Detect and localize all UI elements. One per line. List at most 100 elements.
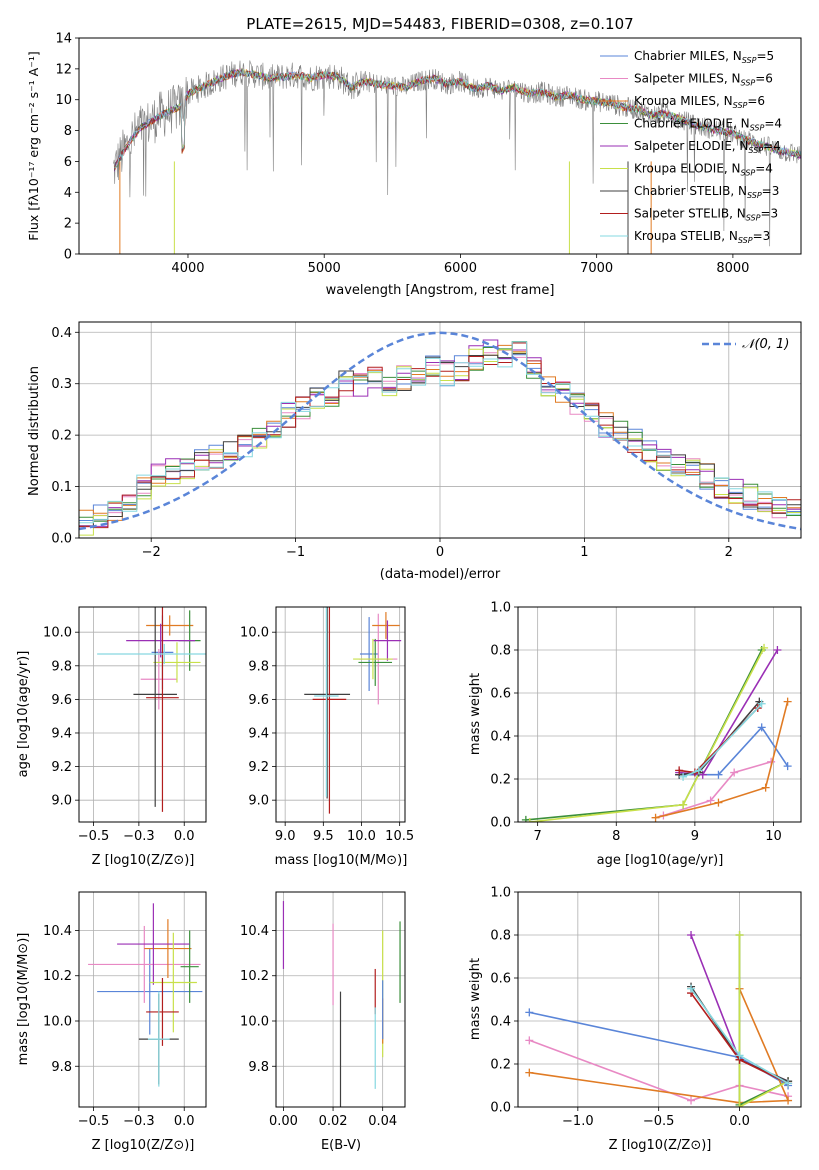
weight-point-marker [784, 1096, 793, 1105]
age-vs-Z-x-tick-label: −0.5 [78, 829, 110, 844]
weight-series-line [738, 935, 789, 1107]
weight-vs-Z-y-tick-label: 1.0 [490, 886, 511, 901]
spectrum-y-tick-label: 2 [64, 217, 72, 232]
legend-entry: Chabrier ELODIE, NSSP=4 [634, 117, 782, 133]
weight-point-marker [675, 766, 684, 775]
weight-point-marker [757, 723, 766, 732]
weight-point-marker [714, 770, 723, 779]
age-vs-Z-frame [78, 606, 207, 823]
spectrum-x-tick-label: 8000 [716, 261, 749, 276]
histogram-step-line [79, 341, 801, 524]
weight-point-marker [783, 697, 792, 706]
spectrum-title: PLATE=2615, MJD=54483, FIBERID=0308, z=0… [246, 15, 633, 33]
age-vs-mass-y-tick-label: 9.2 [248, 760, 269, 775]
mass-vs-Z-x-tick-label: −0.5 [78, 1114, 110, 1129]
weight-vs-age-frame [517, 606, 802, 823]
weight-vs-age-series [521, 643, 792, 822]
residual-y-tick-label: 0.0 [51, 532, 72, 547]
weight-vs-age-y-tick-label: 0.6 [490, 687, 511, 702]
weight-vs-Z-xlabel: Z [log10(Z/Z⊙)] [609, 1138, 712, 1153]
spectrum-ylabel: Flux [fλ10⁻¹⁷ erg cm⁻² s⁻¹ A⁻¹] [26, 51, 41, 240]
residual-legend: 𝒩(0, 1) [702, 337, 789, 352]
weight-point-marker [525, 818, 534, 822]
spectrum-x-tick-label: 5000 [308, 261, 341, 276]
weight-point-marker [525, 1008, 534, 1017]
mass-vs-Z-x-tick-label: −0.3 [123, 1114, 155, 1129]
mass-vs-EBV-plot-area: 0.00 0.02 0.04 9.8 10.0 10.2 10.4 [240, 891, 406, 1129]
weight-vs-age-x-tick-label: 8 [612, 829, 620, 844]
mass-vs-EBV-frame [275, 891, 406, 1108]
legend-entry: Kroupa MILES, NSSP=6 [634, 94, 765, 110]
age-vs-Z-y-tick-label: 9.8 [51, 659, 72, 674]
weight-vs-age-x-tick-label: 7 [534, 829, 542, 844]
weight-point-marker [687, 931, 696, 939]
weight-point-marker [679, 800, 688, 809]
weight-vs-Z-series [525, 931, 793, 1107]
residual-x-tick-label: 2 [725, 545, 733, 560]
weight-vs-Z-frame [517, 891, 802, 1108]
age-vs-Z-y-tick-label: 9.4 [51, 726, 72, 741]
weight-point-marker [757, 699, 766, 708]
spectrum-x-tick-label: 7000 [580, 261, 613, 276]
normal-curve-line [79, 331, 801, 531]
residual-plot-area: −2 −1 0 1 2 0.0 0.1 0.2 0.3 0.4 [51, 321, 802, 560]
weight-point-marker [735, 1103, 744, 1107]
residual-y-tick-label: 0.1 [51, 480, 72, 495]
weight-point-marker [679, 772, 688, 781]
legend-entry: Kroupa STELIB, NSSP=3 [634, 229, 770, 245]
residual-x-tick-label: 0 [436, 545, 444, 560]
age-vs-mass-x-tick-label: 10.5 [385, 829, 414, 844]
weight-point-marker [521, 815, 530, 822]
age-vs-Z-y-tick-label: 10.0 [43, 626, 72, 641]
legend-entry: Salpeter MILES, NSSP=6 [634, 72, 773, 88]
age-vs-mass-y-tick-label: 9.4 [248, 726, 269, 741]
age-vs-mass-points [304, 607, 402, 814]
age-vs-Z-y-tick-label: 9.0 [51, 794, 72, 809]
spectrum-y-tick-label: 12 [55, 62, 72, 77]
weight-point-marker [525, 1036, 534, 1045]
weight-vs-Z-y-tick-label: 0.0 [490, 1101, 511, 1116]
residual-y-tick-label: 0.2 [51, 429, 72, 444]
spectrum-y-tick-label: 6 [64, 155, 72, 170]
mass-vs-Z-frame [78, 891, 207, 1108]
weight-point-marker [735, 931, 744, 939]
residual-histograms [79, 331, 801, 536]
weight-point-marker [773, 646, 782, 654]
weight-series-line [529, 1039, 789, 1102]
age-vs-mass-x-tick-label: 9.5 [313, 829, 334, 844]
weight-vs-Z-panel: Z [log10(Z/Z⊙)] mass weight −1.0 −0.5 0.0 0… [468, 886, 802, 1153]
weight-vs-Z-y-tick-label: 0.6 [490, 972, 511, 987]
age-vs-mass-x-tick-label: 10.0 [347, 829, 376, 844]
weight-vs-age-y-tick-label: 1.0 [490, 601, 511, 616]
weight-point-marker [761, 783, 770, 792]
weight-vs-age-ylabel: mass weight [468, 673, 483, 755]
spectrum-frame [78, 37, 802, 255]
residual-y-tick-label: 0.3 [51, 377, 72, 392]
spectrum-panel: PLATE=2615, MJD=54483, FIBERID=0308, z=0… [26, 15, 802, 298]
age-vs-Z-points [97, 607, 206, 812]
weight-point-marker [714, 798, 723, 807]
weight-vs-age-plot-area: 7 8 9 10 0.0 0.2 0.4 0.6 0.8 1.0 [490, 601, 802, 844]
mass-vs-EBV-x-tick-label: 0.04 [368, 1114, 397, 1129]
weight-vs-age-panel: age [log10(age/yr)] mass weight 7 8 9 10 0.0… [468, 601, 802, 868]
weight-point-marker [687, 984, 696, 993]
weight-vs-Z-x-tick-label: −1.0 [562, 1114, 594, 1129]
residual-x-tick-label: 1 [580, 545, 588, 560]
weight-point-marker [784, 1079, 793, 1088]
age-vs-mass-y-tick-label: 9.8 [248, 659, 269, 674]
mass-vs-Z-y-tick-label: 10.4 [43, 924, 72, 939]
weight-vs-Z-ylabel: mass weight [468, 958, 483, 1040]
age-vs-mass-plot-area: 9.0 9.5 10.0 10.5 9.0 9.2 9.4 9.6 9.8 10.0 [240, 606, 414, 844]
residual-x-tick-label: −2 [142, 545, 161, 560]
weight-point-marker [651, 813, 660, 822]
residual-frame [78, 321, 802, 539]
spectrum-curves [112, 60, 801, 254]
spectrum-y-tick-label: 8 [64, 124, 72, 139]
age-vs-Z-plot-area: −0.5 −0.3 0.0 9.0 9.2 9.4 9.6 9.8 10.0 [43, 606, 207, 844]
spectrum-legend: Chabrier MILES, NSSP=5 Salpeter MILES, NS… [600, 49, 782, 245]
weight-point-marker [694, 766, 703, 775]
spectrum-plot-area: 4000 5000 6000 7000 8000 0 2 4 6 8 10 12 14 [55, 32, 802, 276]
model-spectrum-line [114, 68, 801, 169]
legend-entry: Salpeter ELODIE, NSSP=4 [634, 139, 781, 155]
